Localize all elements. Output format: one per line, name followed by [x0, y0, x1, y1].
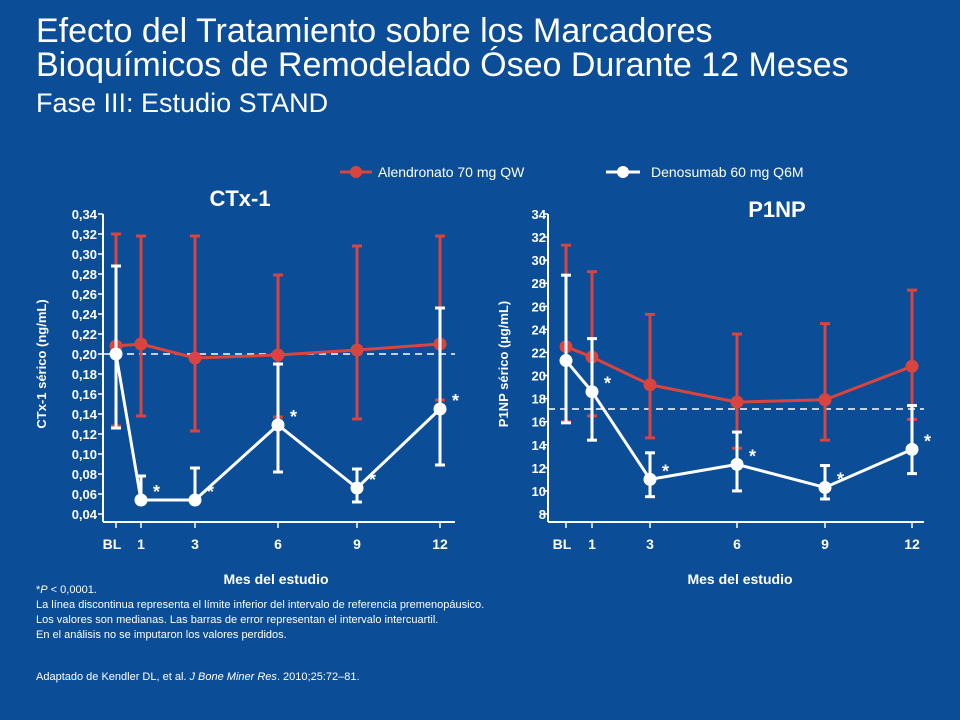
- p1np-denosumab-line: [564, 359, 913, 490]
- ctx1-x-tick-label: BL: [103, 536, 122, 552]
- p1np-x-tick-label: 9: [821, 536, 829, 552]
- p1np-denosumab-point: [643, 472, 657, 486]
- p1np-y-tick-label: 28: [532, 276, 546, 291]
- ctx1-y-tick-label: 0,32: [72, 227, 97, 242]
- p1np-y-tick-label: 24: [532, 322, 547, 337]
- p1np-y-tick-label: 16: [532, 415, 546, 430]
- ctx1-denosumab-point: [134, 493, 148, 507]
- p1np-significance-star: *: [749, 446, 756, 466]
- ctx1-denosumab-point: [433, 402, 447, 416]
- ctx1-y-tick-label: 0,24: [72, 307, 98, 322]
- ctx1-significance-star: *: [452, 391, 459, 411]
- ctx1-y-tick-label: 0,14: [72, 407, 98, 422]
- p1np-y-axis-label: P1NP sérico (µg/mL): [496, 301, 511, 427]
- p1np-x-tick-label: 6: [733, 536, 741, 552]
- p1np-alendronato-point: [905, 359, 919, 373]
- ctx1-y-tick-label: 0,04: [72, 507, 98, 522]
- p1np-alendronato-point: [730, 395, 744, 409]
- p1np-denosumab-point: [818, 480, 832, 494]
- footnote-line-3: En el análisis no se imputaron los valor…: [36, 629, 287, 641]
- ctx1-alendronato-point: [134, 337, 148, 351]
- p1np-x-tick-label: BL: [553, 536, 572, 552]
- p1np-alendronato-line: [565, 345, 913, 404]
- p1np-y-tick-label: 8: [539, 507, 546, 522]
- p1np-denosumab-point: [559, 354, 573, 368]
- ctx1-y-tick-label: 0,06: [72, 487, 97, 502]
- footnote-line-2: Los valores son medianas. Las barras de …: [36, 614, 439, 626]
- p1np-y-tick-label: 20: [532, 369, 546, 384]
- p1np-y-tick-label: 18: [532, 392, 546, 407]
- ctx1-y-tick-label: 0,12: [72, 427, 97, 442]
- p1np-y-tick-label: 30: [532, 253, 546, 268]
- ctx1-alendronato-point: [350, 343, 364, 357]
- ctx1-y-tick-label: 0,34: [72, 207, 98, 222]
- ctx1-denosumab-point: [350, 481, 364, 495]
- ctx1-alendronato-point: [271, 348, 285, 362]
- legend-denosumab-label: Denosumab 60 mg Q6M: [651, 164, 804, 180]
- p1np-alendronato-point: [643, 378, 657, 392]
- chart-p1np: P1NP 8 10 12 14 16 18 20 22 24 26 28 30 32 34 BL 1 3 6 9 12 M…: [496, 197, 931, 587]
- p1np-denosumab-point: [585, 385, 599, 399]
- ctx1-significance-star: *: [207, 482, 214, 502]
- legend-denosumab-marker: [617, 166, 629, 178]
- ctx1-x-axis-label: Mes del estudio: [223, 571, 328, 587]
- ctx1-y-tick-label: 0,08: [72, 467, 97, 482]
- p1np-denosumab-point: [905, 442, 919, 456]
- ctx1-y-axis-label: CTx-1 sérico (ng/mL): [34, 299, 49, 428]
- page-subtitle: Fase III: Estudio STAND: [36, 88, 329, 118]
- ctx1-alendronato-point: [188, 351, 202, 365]
- ctx1-significance-star: *: [369, 470, 376, 490]
- ctx1-denosumab-point: [109, 347, 123, 361]
- ctx1-y-tick-label: 0,16: [72, 387, 97, 402]
- p1np-denosumab-point: [730, 457, 744, 471]
- footnote-line-1: La línea discontinua representa el límit…: [36, 599, 485, 611]
- p1np-significance-star: *: [604, 374, 611, 394]
- p1np-significance-star: *: [662, 461, 669, 481]
- ctx1-denosumab-line: [114, 353, 442, 502]
- ctx1-y-tick-label: 0,20: [72, 347, 97, 362]
- title-line-2: Bioquímicos de Remodelado Óseo Durante 1…: [36, 46, 849, 84]
- ctx1-y-tick-label: 0,30: [72, 247, 97, 262]
- p1np-y-tick-label: 34: [532, 207, 547, 222]
- p1np-significance-star: *: [924, 431, 931, 451]
- ctx1-y-tick-label: 0,10: [72, 447, 97, 462]
- ctx1-x-tick-label: 1: [137, 536, 145, 552]
- legend: Alendronato 70 mg QW Denosumab 60 mg Q6M: [340, 164, 804, 180]
- p1np-x-tick-label: 1: [588, 536, 596, 552]
- footnotes: *P < 0,0001. La línea discontinua repres…: [36, 583, 484, 643]
- ctx1-denosumab-point: [271, 418, 285, 432]
- page-title: Efecto del Tratamiento sobre los Marcado…: [36, 14, 849, 82]
- p1np-x-tick-label: 12: [904, 536, 920, 552]
- ctx1-denosumab-point: [188, 493, 202, 507]
- p1np-y-tick-label: 22: [532, 345, 546, 360]
- p1np-chart-title: P1NP: [748, 197, 805, 222]
- p1np-alendronato-point: [818, 393, 832, 407]
- legend-alendronato-label: Alendronato 70 mg QW: [378, 164, 525, 180]
- footnote-pvalue: *P < 0,0001.: [36, 584, 97, 596]
- ctx1-significance-star: *: [290, 407, 297, 427]
- ctx1-significance-star: *: [153, 482, 160, 502]
- p1np-y-tick-label: 32: [532, 230, 546, 245]
- p1np-x-axis-label: Mes del estudio: [687, 571, 792, 587]
- ctx1-y-tick-label: 0,18: [72, 367, 97, 382]
- ctx1-y-tick-label: 0,26: [72, 287, 97, 302]
- legend-alendronato-marker: [350, 166, 362, 178]
- ctx1-y-tick-label: 0,22: [72, 327, 97, 342]
- p1np-y-tick-label: 12: [532, 461, 546, 476]
- chart-ctx1: CTx-1 0,04 0,06 0,08 0,10 0,12 0,14 0,16 0,18 0,2…: [34, 186, 459, 587]
- p1np-significance-star: *: [837, 469, 844, 489]
- ctx1-x-tick-label: 6: [274, 536, 282, 552]
- title-line-1: Efecto del Tratamiento sobre los Marcado…: [36, 12, 713, 50]
- p1np-y-tick-label: 14: [532, 438, 547, 453]
- p1np-x-tick-label: 3: [646, 536, 654, 552]
- ctx1-x-tick-label: 9: [353, 536, 361, 552]
- ctx1-y-tick-label: 0,28: [72, 267, 97, 282]
- p1np-y-tick-label: 26: [532, 299, 546, 314]
- ctx1-x-tick-label: 12: [432, 536, 448, 552]
- footnote-reference: Adaptado de Kendler DL, et al. J Bone Mi…: [36, 671, 360, 683]
- ctx1-x-tick-label: 3: [191, 536, 199, 552]
- ctx1-chart-title: CTx-1: [209, 186, 270, 211]
- p1np-y-tick-label: 10: [532, 484, 546, 499]
